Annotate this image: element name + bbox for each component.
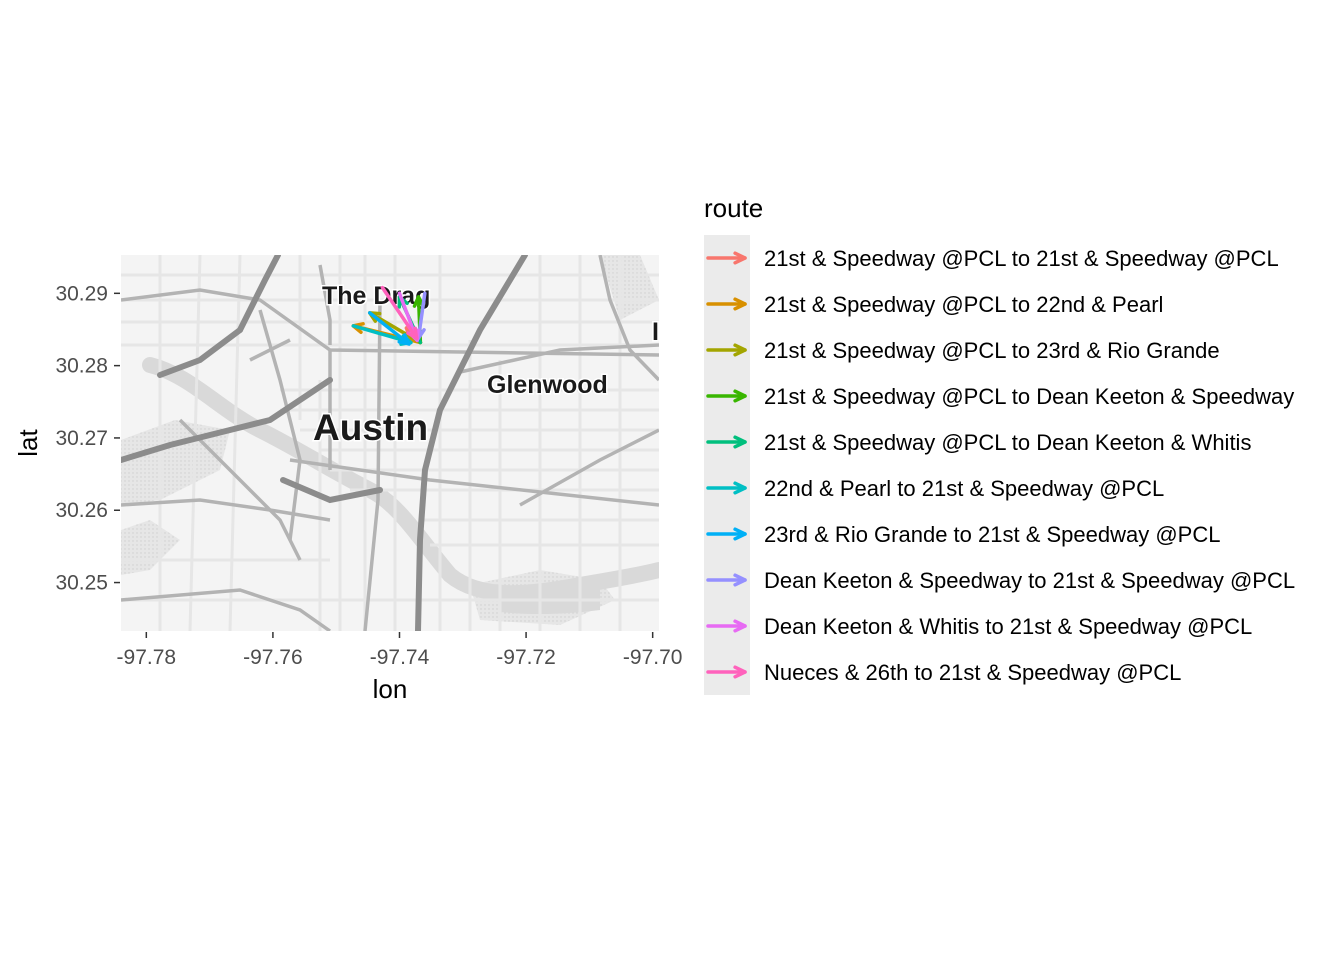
y-tick-label: 30.28 <box>55 355 108 378</box>
map-label-austin: Austin <box>313 407 428 448</box>
legend-item: Nueces & 26th to 21st & Speedway @PCL <box>706 660 1181 685</box>
legend-label: Dean Keeton & Whitis to 21st & Speedway … <box>764 614 1252 639</box>
x-tick-label: -97.72 <box>496 646 556 669</box>
legend: route 21st & Speedway @PCL to 21st & Spe… <box>704 193 1295 695</box>
legend-key-arrowhead <box>733 389 747 403</box>
route-arrow-head <box>406 326 419 340</box>
y-tick-label: 30.26 <box>55 499 108 522</box>
y-axis-title: lat <box>13 428 43 456</box>
legend-item: 21st & Speedway @PCL to 22nd & Pearl <box>706 292 1163 317</box>
x-tick-label: -97.70 <box>623 646 683 669</box>
route-arrows <box>351 285 427 346</box>
route-arrow-shaft <box>367 311 411 346</box>
secondary-roads <box>121 255 659 631</box>
legend-label: 21st & Speedway @PCL to Dean Keeton & Wh… <box>764 430 1251 455</box>
legend-key-arrowhead <box>733 297 747 311</box>
legend-item: 21st & Speedway @PCL to Dean Keeton & Sp… <box>706 384 1294 409</box>
legend-item: 23rd & Rio Grande to 21st & Speedway @PC… <box>706 522 1220 547</box>
x-axis-title: lon <box>373 674 408 704</box>
legend-label: 21st & Speedway @PCL to 22nd & Pearl <box>764 292 1163 317</box>
x-tick-label: -97.74 <box>370 646 430 669</box>
legend-label: 22nd & Pearl to 21st & Speedway @PCL <box>764 476 1164 501</box>
legend-item: 22nd & Pearl to 21st & Speedway @PCL <box>706 476 1164 501</box>
route-arrow <box>367 311 411 346</box>
map-label-the-drag: The Drag <box>322 282 430 310</box>
legend-label: 23rd & Rio Grande to 21st & Speedway @PC… <box>764 522 1220 547</box>
x-axis: -97.78 -97.76 -97.74 -97.72 -97.70 <box>117 632 683 669</box>
y-tick-label: 30.27 <box>55 427 108 450</box>
legend-label: Nueces & 26th to 21st & Speedway @PCL <box>764 660 1181 685</box>
route-arrow-shaft <box>380 285 419 340</box>
legend-key-arrowhead <box>733 251 747 265</box>
route-arrow <box>380 285 419 340</box>
legend-item: Dean Keeton & Whitis to 21st & Speedway … <box>706 614 1252 639</box>
highways <box>121 255 528 631</box>
legend-item: 21st & Speedway @PCL to Dean Keeton & Wh… <box>706 430 1251 455</box>
legend-title: route <box>704 193 763 223</box>
legend-item: 21st & Speedway @PCL to 23rd & Rio Grand… <box>706 338 1220 363</box>
legend-label: 21st & Speedway @PCL to 21st & Speedway … <box>764 246 1279 271</box>
y-tick-label: 30.25 <box>55 572 108 595</box>
legend-key-arrowhead <box>733 343 747 357</box>
y-axis: 30.25 30.26 30.27 30.28 30.29 <box>55 282 120 595</box>
basemap-tiles: The Drag Glenwood Austin I <box>121 255 659 631</box>
x-tick-label: -97.76 <box>243 646 303 669</box>
legend-label: 21st & Speedway @PCL to 23rd & Rio Grand… <box>764 338 1220 363</box>
legend-key-background <box>704 235 750 695</box>
y-tick-label: 30.29 <box>55 282 108 305</box>
map-label-glenwood: Glenwood <box>487 371 608 399</box>
x-tick-label: -97.78 <box>117 646 177 669</box>
legend-key-arrowhead <box>733 573 747 587</box>
legend-item: 21st & Speedway @PCL to 21st & Speedway … <box>706 246 1279 271</box>
legend-label: 21st & Speedway @PCL to Dean Keeton & Sp… <box>764 384 1294 409</box>
map-label-partial: I <box>652 318 659 346</box>
legend-item: Dean Keeton & Speedway to 21st & Speedwa… <box>706 568 1295 593</box>
legend-key-arrowhead <box>733 435 747 449</box>
legend-key-arrowhead <box>733 665 747 679</box>
route-arrow-head <box>397 333 411 346</box>
legend-key-arrowhead <box>733 619 747 633</box>
legend-key-arrowhead <box>733 527 747 541</box>
legend-label: Dean Keeton & Speedway to 21st & Speedwa… <box>764 568 1295 593</box>
route-arrow-head <box>412 295 425 308</box>
legend-key-arrowhead <box>733 481 747 495</box>
legend-items: 21st & Speedway @PCL to 21st & Speedway … <box>706 246 1295 685</box>
